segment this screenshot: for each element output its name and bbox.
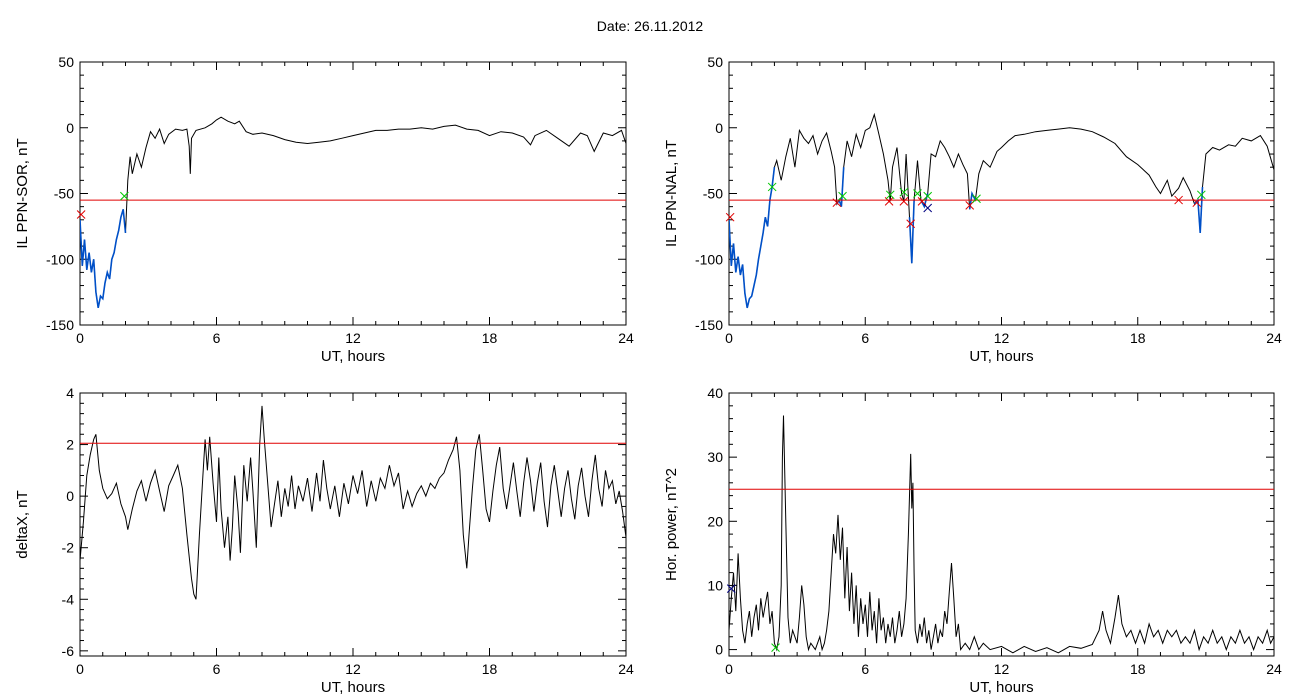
y-tick-label: -150 bbox=[46, 317, 74, 333]
x-axis-label: UT, hours bbox=[969, 679, 1033, 696]
x-axis-label: UT, hours bbox=[969, 348, 1033, 365]
x-tick-label: 18 bbox=[482, 661, 498, 677]
chart-panel-4: 0 6 12 18 24 40 30 20 10 0 UT, hours Hor. power, nT… bbox=[663, 385, 1282, 696]
chart-panel-2: 0 6 12 18 24 50 0 -50 -100 -150 UT, hours IL PPN-NA… bbox=[663, 54, 1282, 365]
event-marker-green bbox=[838, 191, 847, 201]
x-tick-label: 24 bbox=[1266, 661, 1282, 677]
x-tick-label: 24 bbox=[618, 330, 634, 346]
series-line bbox=[729, 112, 1274, 309]
x-tick-label: 6 bbox=[861, 330, 869, 346]
y-tick-label: 30 bbox=[707, 449, 723, 465]
y-tick-label: 50 bbox=[707, 54, 723, 70]
y-axis-label: IL PPN-SOR, nT bbox=[14, 138, 31, 248]
x-tick-label: 12 bbox=[994, 661, 1010, 677]
event-marker-green bbox=[913, 189, 922, 198]
series-line bbox=[80, 405, 626, 600]
event-marker-green bbox=[923, 191, 933, 201]
x-tick-label: 12 bbox=[994, 330, 1010, 346]
y-tick-label: 10 bbox=[707, 577, 723, 593]
event-marker-red bbox=[1192, 198, 1202, 208]
event-marker-red bbox=[1174, 195, 1183, 205]
x-tick-label: 0 bbox=[76, 661, 84, 677]
event-marker-green bbox=[899, 187, 909, 197]
x-tick-label: 18 bbox=[1130, 661, 1146, 677]
y-axis-label: Hor. power, nT^2 bbox=[663, 468, 680, 581]
y-axis-label: IL PPN-NAL, nT bbox=[663, 140, 680, 247]
y-tick-label: 0 bbox=[66, 120, 74, 136]
y-tick-label: 50 bbox=[58, 54, 74, 70]
highlight-segment bbox=[80, 209, 127, 309]
event-marker-green bbox=[1196, 190, 1206, 200]
x-axis-label: UT, hours bbox=[321, 348, 385, 365]
x-tick-label: 0 bbox=[725, 661, 733, 677]
x-tick-label: 24 bbox=[1266, 330, 1282, 346]
series-line bbox=[729, 415, 1274, 654]
y-tick-label: 4 bbox=[66, 385, 74, 401]
x-tick-label: 0 bbox=[76, 330, 84, 346]
plot-frame bbox=[79, 392, 627, 657]
chart-panel-1: 0 6 12 18 24 50 0 -50 -100 -150 UT, hours IL PPN-SO… bbox=[14, 54, 634, 365]
event-marker-navy bbox=[923, 203, 933, 213]
event-marker-green bbox=[120, 191, 129, 201]
y-tick-label: -50 bbox=[703, 186, 723, 202]
chart-panel-3: 0 6 12 18 24 4 2 0 -2 -4 -6 UT, hours deltaX, nT bbox=[14, 385, 634, 696]
event-marker-navy bbox=[726, 584, 736, 593]
y-tick-label: -6 bbox=[62, 643, 75, 659]
x-tick-label: 6 bbox=[213, 330, 221, 346]
plot-frame bbox=[728, 61, 1275, 326]
y-tick-label: -150 bbox=[695, 317, 723, 333]
plot-frame bbox=[79, 61, 627, 326]
highlight-segment bbox=[729, 167, 776, 309]
y-tick-label: 2 bbox=[66, 437, 74, 453]
y-tick-label: -4 bbox=[62, 591, 75, 607]
x-tick-label: 24 bbox=[618, 661, 634, 677]
event-marker-red bbox=[899, 197, 909, 206]
plot-frame bbox=[728, 392, 1275, 657]
event-marker-red bbox=[76, 210, 86, 219]
y-tick-label: 20 bbox=[707, 513, 723, 529]
highlight-segment bbox=[836, 167, 845, 207]
event-marker-green bbox=[972, 194, 981, 204]
x-tick-label: 18 bbox=[1130, 330, 1146, 346]
y-tick-label: -50 bbox=[54, 186, 74, 202]
x-tick-label: 0 bbox=[725, 330, 733, 346]
event-marker-green bbox=[767, 182, 777, 192]
y-tick-label: -100 bbox=[46, 251, 74, 267]
series-line bbox=[80, 116, 626, 308]
page-title: Date: 26.11.2012 bbox=[596, 18, 704, 34]
x-tick-label: 6 bbox=[213, 661, 221, 677]
event-marker-red bbox=[906, 219, 916, 229]
event-marker-green bbox=[771, 643, 780, 653]
y-tick-label: 0 bbox=[66, 488, 74, 504]
x-tick-label: 12 bbox=[345, 661, 361, 677]
highlight-segment bbox=[908, 200, 915, 264]
event-marker-red bbox=[965, 200, 975, 210]
y-tick-label: 0 bbox=[715, 120, 723, 136]
x-axis-label: UT, hours bbox=[321, 679, 385, 696]
x-tick-label: 12 bbox=[345, 330, 361, 346]
highlight-segment bbox=[1193, 186, 1204, 233]
event-marker-green bbox=[885, 190, 895, 200]
y-tick-label: -2 bbox=[62, 540, 75, 556]
y-tick-label: 0 bbox=[715, 642, 723, 658]
y-axis-label: deltaX, nT bbox=[14, 490, 31, 558]
event-marker-red bbox=[725, 212, 735, 222]
x-tick-label: 18 bbox=[482, 330, 498, 346]
x-tick-label: 6 bbox=[861, 661, 869, 677]
y-tick-label: 40 bbox=[707, 385, 723, 401]
y-tick-label: -100 bbox=[695, 251, 723, 267]
event-marker-red bbox=[832, 198, 842, 208]
